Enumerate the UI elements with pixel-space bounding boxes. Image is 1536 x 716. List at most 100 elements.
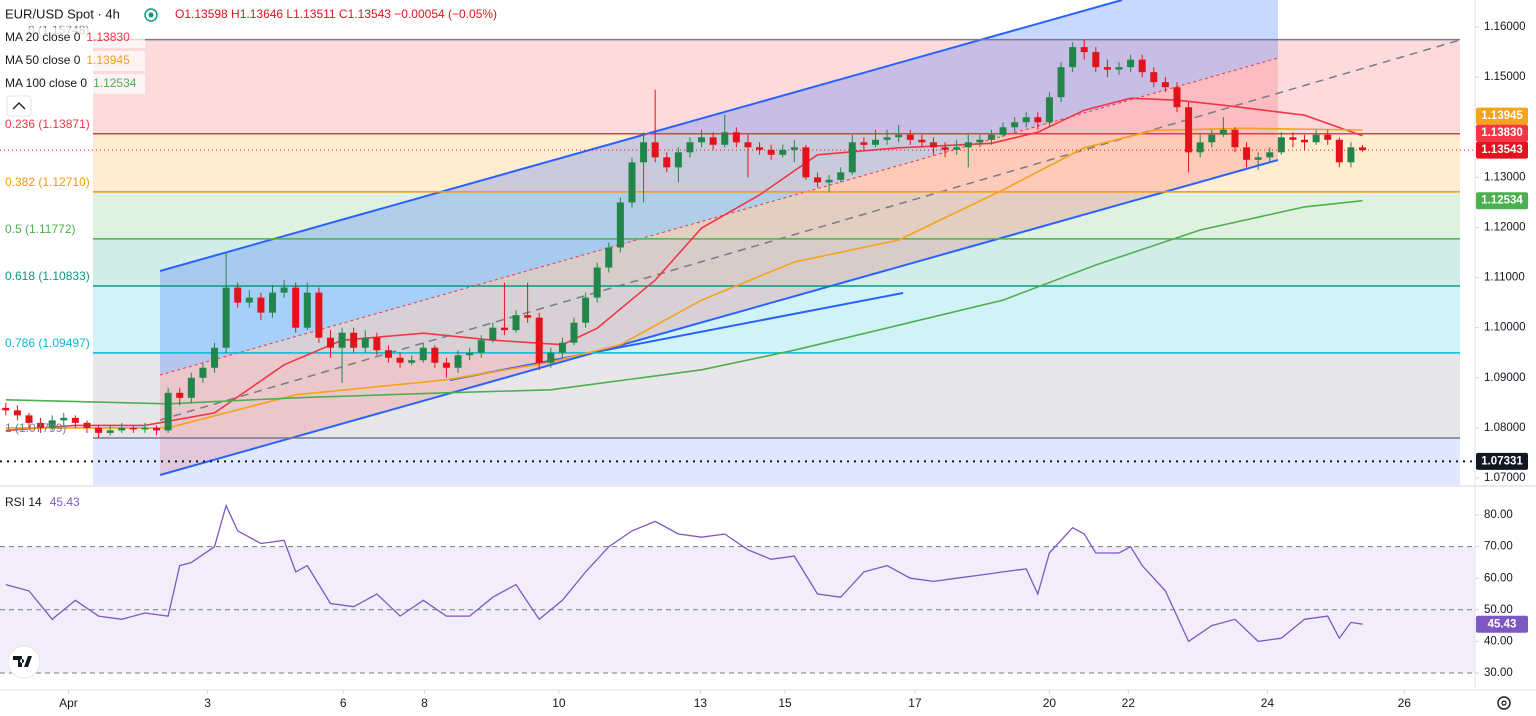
candle-body	[848, 142, 856, 173]
y-tick-label: 1.10000	[1484, 322, 1526, 334]
rsi-legend-value: 45.43	[50, 495, 80, 509]
candle-body	[1359, 147, 1367, 151]
candle-body	[756, 147, 764, 150]
y-tick-label: 1.12000	[1484, 222, 1526, 234]
candle-body	[674, 152, 682, 168]
x-tick-label: 8	[421, 696, 428, 710]
logo-bg	[7, 645, 41, 679]
candle-body	[326, 337, 334, 348]
fib-band	[93, 191, 1460, 239]
regression-channel	[159, 0, 1461, 476]
legend-name: MA 100 close 0	[5, 76, 87, 90]
price-badge	[1476, 452, 1528, 470]
candle-body	[1034, 117, 1042, 123]
candle-body	[918, 139, 926, 143]
header-bg	[0, 4, 520, 26]
x-tick-label: 6	[340, 696, 347, 710]
candle-body	[396, 357, 404, 363]
candle-body	[616, 202, 624, 248]
candle-body	[153, 427, 161, 431]
legend-name: MA 20 close 0	[5, 30, 81, 44]
candle-body	[605, 247, 613, 268]
collapse-icon	[12, 102, 26, 110]
price-badge-label: 1.12534	[1481, 195, 1523, 207]
candle-body	[651, 142, 659, 158]
candle-body	[442, 362, 450, 368]
axes: 1.160001.150001.140001.130001.120001.110…	[59, 21, 1526, 710]
candle-body	[999, 127, 1007, 135]
candle-body	[628, 162, 636, 203]
candle-body	[1138, 59, 1146, 73]
trend-line	[449, 292, 904, 381]
labels: 0 (1.15748)0.236 (1.13871)0.382 (1.12710…	[0, 23, 145, 509]
candle-body	[454, 355, 462, 368]
candle-body	[2, 407, 10, 411]
candle-body	[176, 392, 184, 398]
fib-band	[93, 352, 1460, 438]
market-status-icon[interactable]	[144, 8, 158, 22]
candle-body	[1127, 59, 1135, 68]
candle-body	[1266, 152, 1274, 158]
candle-body	[953, 147, 961, 150]
candle-body	[315, 292, 323, 338]
settings-button[interactable]	[1497, 696, 1511, 710]
candle-body	[164, 392, 172, 431]
rsi-badge	[1476, 615, 1528, 633]
candle-body	[1103, 67, 1111, 70]
candle-body	[1324, 134, 1332, 140]
candle-body	[814, 177, 822, 183]
candle-body	[744, 142, 752, 148]
moving-average-line	[5, 127, 1363, 429]
candles	[2, 39, 1367, 438]
candle-body	[245, 297, 253, 303]
candle-body	[512, 315, 520, 331]
price-badges: 1.13830 1.13945 1.12534 1.13543 1.07331 45.43	[1476, 107, 1528, 633]
candle-body	[1150, 72, 1158, 83]
candle-body	[1045, 97, 1053, 123]
legend-bg	[0, 28, 145, 48]
candle-body	[431, 347, 439, 363]
candle-body	[802, 147, 810, 178]
candle-body	[257, 297, 265, 313]
candle-body	[1196, 142, 1204, 153]
candle-body	[582, 297, 590, 323]
candle-body	[1312, 134, 1320, 143]
candle-body	[303, 292, 311, 328]
y-tick-label: 1.16000	[1484, 21, 1526, 33]
candle-body	[187, 377, 195, 398]
candle-body	[535, 317, 543, 363]
price-badge-label: 1.13945	[1481, 110, 1523, 122]
candle-body	[1277, 137, 1285, 153]
candle-body	[1335, 139, 1343, 163]
y-tick-label: 1.08000	[1484, 422, 1526, 434]
candle-body	[686, 142, 694, 153]
candle-body	[199, 367, 207, 378]
candle-body	[767, 149, 775, 155]
candle-body	[976, 139, 984, 143]
candle-body	[1301, 139, 1309, 143]
candle-body	[1080, 47, 1088, 53]
channel-bottom-line	[159, 159, 1279, 476]
candle-body	[1347, 147, 1355, 163]
candle-body	[60, 417, 68, 421]
candle-body	[1173, 87, 1181, 108]
candle-body	[871, 139, 879, 145]
rsi-title: RSI 14	[5, 495, 42, 509]
collapse-legend-button[interactable]	[6, 95, 32, 117]
candle-body	[1208, 134, 1216, 143]
rsi-tick-label: 50.00	[1484, 604, 1513, 616]
candle-body	[1011, 122, 1019, 128]
fib-label: 0.618 (1.10833)	[5, 269, 90, 283]
candle-body	[118, 427, 126, 431]
y-tick-label: 1.07000	[1484, 472, 1526, 484]
price-badge-label: 1.13543	[1481, 144, 1523, 156]
trend-dashed	[159, 39, 1461, 421]
candle-body	[570, 322, 578, 343]
legend-bg	[0, 74, 145, 94]
tv-logo[interactable]	[7, 645, 41, 679]
candle-body	[1219, 129, 1227, 135]
candle-body	[37, 422, 45, 428]
legend-value: 1.13945	[86, 53, 130, 67]
candle-body	[280, 287, 288, 293]
fib-band	[93, 39, 1460, 134]
